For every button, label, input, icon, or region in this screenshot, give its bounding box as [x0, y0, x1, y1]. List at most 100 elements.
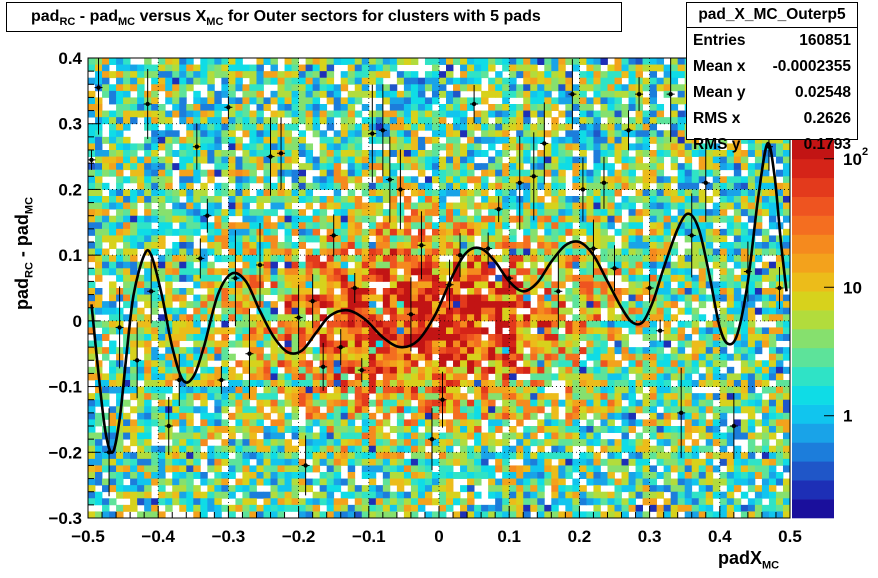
heatmap-cell [453, 386, 461, 394]
heatmap-cell [123, 412, 131, 420]
heatmap-cell [621, 255, 629, 263]
heatmap-cell [453, 123, 461, 131]
heatmap-cell [102, 307, 110, 315]
heatmap-cell [116, 215, 124, 223]
heatmap-cell [586, 261, 594, 269]
heatmap-cell [403, 347, 412, 355]
heatmap-cell [186, 432, 194, 440]
heatmap-cell [467, 399, 475, 407]
heatmap-cell [614, 77, 622, 85]
heatmap-cell [453, 320, 461, 328]
heatmap-cell [186, 406, 194, 414]
heatmap-cell [95, 340, 103, 348]
heatmap-cell [277, 242, 285, 249]
heatmap-cell [284, 58, 292, 65]
heatmap-cell [747, 366, 756, 374]
heatmap-cell [200, 360, 208, 368]
heatmap-cell [410, 143, 419, 151]
heatmap-cell [137, 228, 145, 236]
heatmap-cell [544, 366, 552, 374]
heatmap-cell [326, 419, 335, 427]
heatmap-cell [530, 255, 538, 263]
heatmap-cell [200, 386, 208, 394]
heatmap-cell [712, 366, 721, 374]
heatmap-cell [474, 117, 482, 125]
heatmap-cell [263, 426, 271, 433]
heatmap-cell [326, 307, 335, 315]
heatmap-cell [705, 360, 714, 368]
heatmap-cell [214, 255, 222, 263]
heatmap-cell [123, 71, 131, 79]
heatmap-cell [249, 340, 257, 348]
heatmap-cell [474, 288, 482, 295]
heatmap-cell [221, 360, 229, 368]
heatmap-cell [642, 169, 650, 177]
heatmap-cell [747, 274, 756, 282]
heatmap-cell [691, 426, 700, 433]
heatmap-cell [200, 281, 208, 289]
heatmap-cell [544, 150, 552, 157]
heatmap-cell [684, 432, 693, 440]
heatmap-cell [488, 393, 496, 401]
heatmap-cell [382, 156, 391, 164]
heatmap-cell [291, 104, 299, 111]
heatmap-cell [172, 104, 180, 111]
heatmap-cell [256, 58, 264, 65]
heatmap-cell [600, 90, 608, 98]
heatmap-cell [509, 432, 517, 440]
heatmap-cell [235, 268, 243, 276]
heatmap-cell [509, 182, 517, 190]
heatmap-cell [467, 255, 475, 263]
heatmap-cell [151, 393, 159, 401]
heatmap-cell [733, 228, 742, 236]
heatmap-cell [677, 327, 686, 335]
heatmap-cell [495, 419, 503, 427]
heatmap-cell [614, 288, 622, 295]
heatmap-cell [151, 77, 159, 85]
heatmap-cell [607, 163, 615, 171]
heatmap-cell [375, 386, 384, 394]
heatmap-cell [235, 110, 243, 118]
heatmap-cell [733, 150, 742, 157]
heatmap-cell [326, 90, 335, 98]
heatmap-cell [123, 64, 131, 72]
heatmap-cell [389, 182, 398, 190]
heatmap-cell [221, 182, 229, 190]
heatmap-cell [509, 327, 517, 335]
heatmap-cell [298, 380, 307, 387]
heatmap-cell [453, 373, 461, 381]
heatmap-cell [172, 347, 180, 355]
heatmap-cell [684, 399, 693, 407]
heatmap-cell [235, 314, 243, 322]
heatmap-cell [235, 334, 243, 341]
heatmap-cell [333, 426, 342, 433]
heatmap-cell [509, 261, 517, 269]
heatmap-cell [607, 248, 615, 256]
heatmap-cell [333, 97, 342, 105]
heatmap-cell [747, 432, 756, 440]
heatmap-cell [347, 406, 356, 414]
heatmap-cell [207, 373, 215, 381]
heatmap-cell [509, 380, 517, 387]
heatmap-cell [705, 248, 714, 256]
heatmap-cell [263, 182, 271, 190]
heatmap-cell [256, 314, 264, 322]
heatmap-cell [312, 380, 321, 387]
heatmap-cell [333, 143, 342, 151]
heatmap-cell [151, 386, 159, 394]
heatmap-cell [333, 419, 342, 427]
heatmap-cell [116, 90, 124, 98]
heatmap-cell [509, 399, 517, 407]
heatmap-cell [446, 327, 454, 335]
heatmap-cell [705, 242, 714, 249]
heatmap-cell [719, 360, 728, 368]
heatmap-cell [642, 123, 650, 131]
heatmap-cell [600, 340, 608, 348]
heatmap-cell [109, 340, 117, 348]
heatmap-cell [207, 307, 215, 315]
heatmap-cell [312, 156, 321, 164]
heatmap-cell [88, 268, 96, 276]
heatmap-cell [221, 373, 229, 381]
heatmap-cell [179, 274, 187, 282]
heatmap-cell [663, 432, 672, 440]
